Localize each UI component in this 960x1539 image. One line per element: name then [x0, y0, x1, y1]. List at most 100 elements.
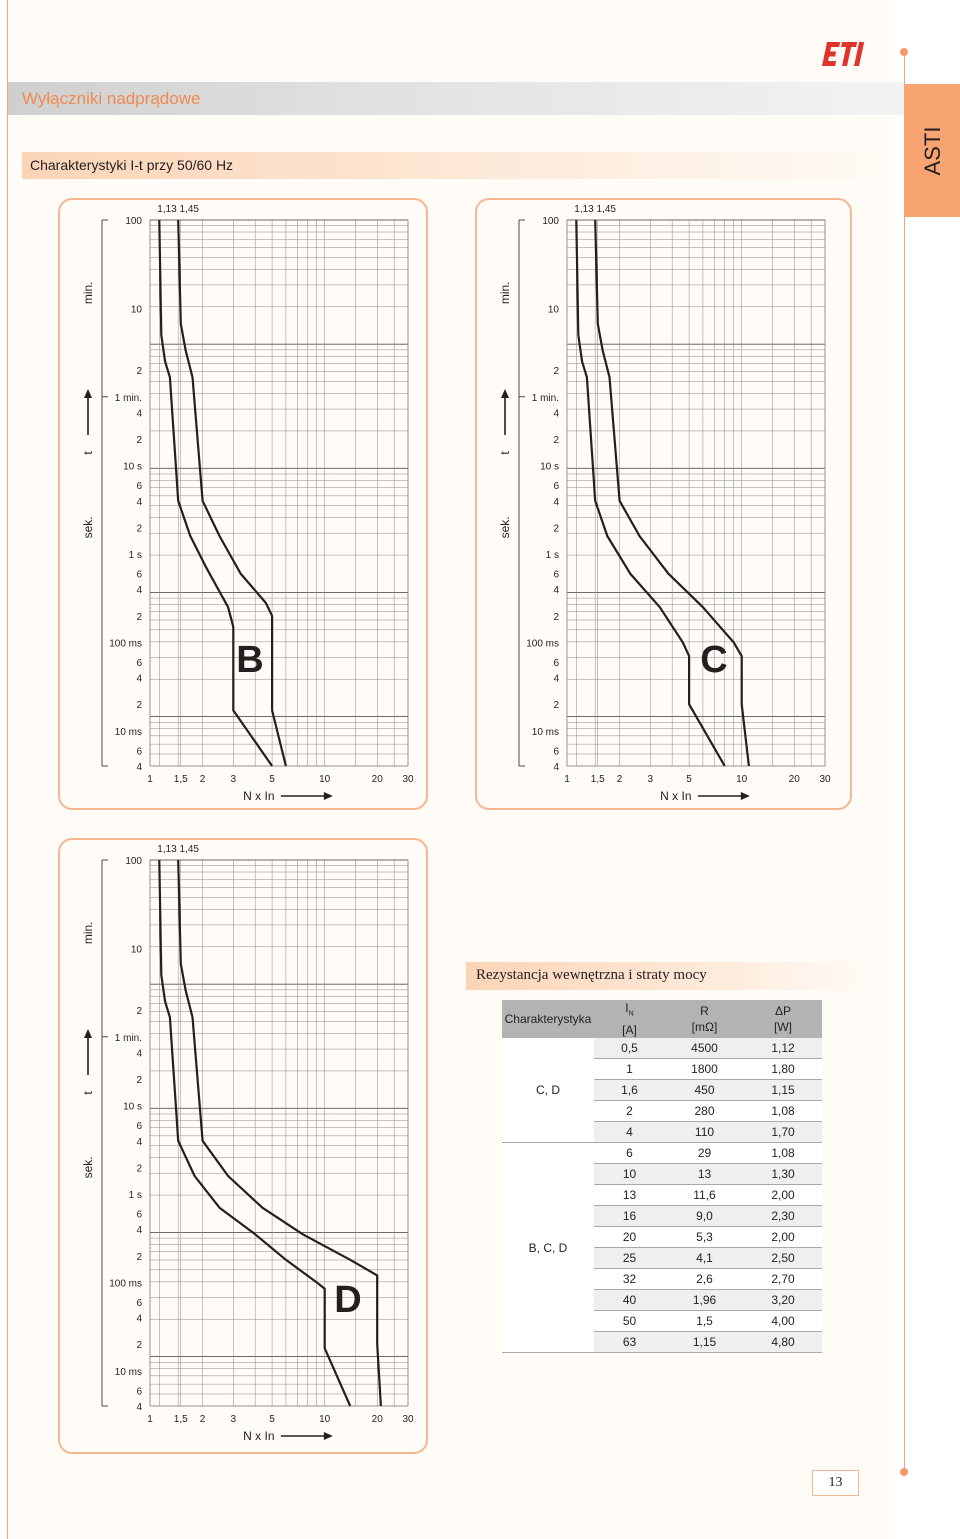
- table-cell: 1,08: [744, 1100, 822, 1123]
- y-tick-label: 6: [553, 746, 559, 757]
- chart-panel-c: [475, 198, 852, 810]
- x-tick-label: 10: [736, 774, 748, 785]
- t-axis-arrowhead: [84, 388, 92, 398]
- y-tick-label: 2: [553, 700, 559, 711]
- t-axis-arrowhead: [501, 388, 509, 398]
- table-cell: 2,6: [665, 1268, 744, 1291]
- resistance-table-title-bar: Rezystancja wewnętrzna i straty mocy: [466, 962, 872, 990]
- y-tick-label: 2: [553, 523, 559, 534]
- table-cell: 1,5: [665, 1310, 744, 1333]
- x-tick-label: 5: [269, 774, 275, 785]
- y-tick-label: 4: [553, 408, 559, 419]
- curve-b-lower: [158, 219, 274, 767]
- y-tick-label: 6: [136, 481, 142, 492]
- curve-d-upper: [177, 859, 382, 1407]
- top-marks-label: 1,13 1,45: [157, 204, 199, 215]
- t-axis-label: t: [498, 451, 512, 455]
- col-header-characteristic: Charakterystyka: [502, 1000, 594, 1039]
- col-header-resistance: R [mΩ]: [665, 1000, 744, 1039]
- curve-b-upper: [177, 219, 287, 767]
- x-tick-label: 20: [372, 774, 384, 785]
- section-title-bar: Charakterystyki I-t przy 50/60 Hz: [22, 152, 894, 179]
- x-axis-arrowhead: [323, 1432, 333, 1440]
- table-cell: 1: [594, 1058, 665, 1081]
- y-tick-label: 1 s: [129, 550, 142, 561]
- x-tick-label: 5: [269, 1414, 275, 1425]
- y-tick-label: 1 min.: [115, 393, 142, 404]
- t-axis-label: t: [81, 1091, 95, 1095]
- t-axis-label: t: [81, 451, 95, 455]
- table-cell: 1,70: [744, 1121, 822, 1144]
- table-cell: 1,08: [744, 1142, 822, 1165]
- x-tick-label: 2: [617, 774, 623, 785]
- y-tick-label: 4: [553, 585, 559, 596]
- table-row: 2 280 1,08: [502, 1100, 822, 1123]
- y-tick-label: 6: [553, 570, 559, 581]
- y-tick-label: 4: [553, 497, 559, 508]
- x-tick-label: 30: [819, 774, 831, 785]
- curve-letter-label: D: [334, 1279, 361, 1321]
- table-cell: 6: [594, 1142, 665, 1165]
- table-cell: 2,70: [744, 1268, 822, 1291]
- table-row: 1 1800 1,80: [502, 1058, 822, 1081]
- y-tick-label: 2: [136, 1252, 142, 1263]
- chart-panel-b: [58, 198, 428, 810]
- y-tick-label: 4: [136, 1137, 142, 1148]
- table-cell: 11,6: [665, 1184, 744, 1207]
- table-cell: 2,50: [744, 1247, 822, 1270]
- table-cell: 13: [594, 1184, 665, 1207]
- y-tick-label: 6: [136, 658, 142, 669]
- table-cell: 1,30: [744, 1163, 822, 1186]
- guide-dot-bottom: [900, 1468, 908, 1476]
- x-tick-label: 10: [319, 774, 331, 785]
- table-cell: 2,00: [744, 1226, 822, 1249]
- y-tick-label: 100: [125, 216, 142, 227]
- table-cell: 10: [594, 1163, 665, 1186]
- y-tick-label: 6: [136, 570, 142, 581]
- x-tick-label: 1,5: [174, 1414, 188, 1425]
- table-row: 10 13 1,30: [502, 1163, 822, 1186]
- y-tick-label: 2: [136, 612, 142, 623]
- resistance-table-title: Rezystancja wewnętrzna i straty mocy: [476, 967, 707, 983]
- y-tick-label: 10 ms: [115, 727, 142, 738]
- table-cell: 63: [594, 1331, 665, 1354]
- table-row: 25 4,1 2,50: [502, 1247, 822, 1270]
- y-tick-label: 2: [136, 700, 142, 711]
- sek-label: sek.: [498, 516, 512, 538]
- table-row: 40 1,96 3,20: [502, 1289, 822, 1312]
- x-axis-label: N x In: [660, 789, 691, 803]
- min-label: min.: [81, 282, 95, 305]
- table-cell-characteristic: B, C, D: [502, 1142, 594, 1354]
- y-tick-label: 10 ms: [115, 1367, 142, 1378]
- y-tick-label: 4: [136, 1314, 142, 1325]
- y-tick-label: 4: [136, 408, 142, 419]
- x-tick-label: 3: [231, 1414, 237, 1425]
- y-tick-label: 2: [136, 523, 142, 534]
- x-tick-label: 5: [686, 774, 692, 785]
- x-tick-label: 1: [147, 774, 153, 785]
- right-guide-line: [904, 52, 905, 1472]
- y-tick-label: 2: [553, 366, 559, 377]
- y-tick-label: 6: [136, 1210, 142, 1221]
- y-tick-label: 4: [553, 674, 559, 685]
- x-axis-arrowhead: [740, 792, 750, 800]
- table-row: 32 2,6 2,70: [502, 1268, 822, 1291]
- y-tick-label: 6: [553, 658, 559, 669]
- y-tick-label: 1 min.: [532, 393, 559, 404]
- y-tick-label: 2: [136, 435, 142, 446]
- x-tick-label: 1,5: [174, 774, 188, 785]
- min-label: min.: [81, 922, 95, 945]
- table-row: 16 9,0 2,30: [502, 1205, 822, 1228]
- y-tick-label: 6: [553, 481, 559, 492]
- section-title: Charakterystyki I-t przy 50/60 Hz: [30, 157, 234, 173]
- table-cell: 32: [594, 1268, 665, 1291]
- page-title: Wyłączniki nadprądowe: [22, 89, 201, 108]
- table-cell: 3,20: [744, 1289, 822, 1312]
- table-cell: 16: [594, 1205, 665, 1228]
- y-tick-label: 100 ms: [526, 638, 559, 649]
- x-tick-label: 20: [789, 774, 801, 785]
- table-cell: 4,1: [665, 1247, 744, 1270]
- y-tick-label: 4: [553, 762, 559, 773]
- y-tick-label: 4: [136, 1225, 142, 1236]
